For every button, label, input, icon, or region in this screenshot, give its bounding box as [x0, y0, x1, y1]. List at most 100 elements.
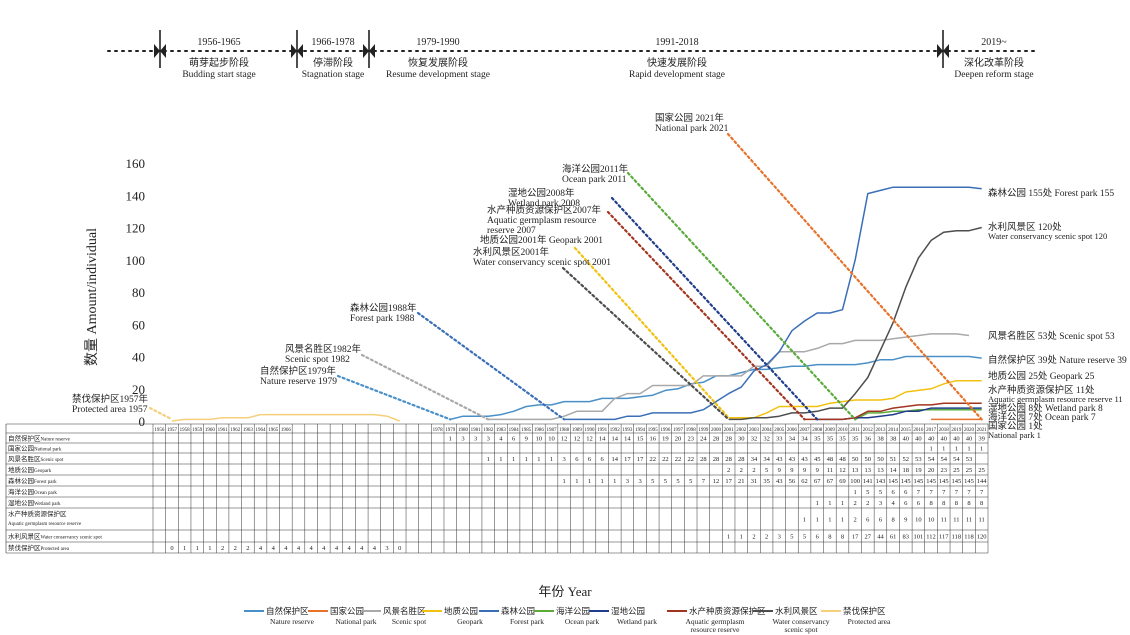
table-cell: 145 — [964, 478, 974, 485]
table-cell: 2 — [727, 467, 730, 474]
row-label: 国家公园National park — [8, 444, 62, 453]
table-cell: 9 — [904, 517, 907, 524]
table-cell: 13 — [865, 467, 872, 474]
table-year: 2007 — [800, 428, 811, 433]
end-label: 风景名胜区 53处 Scenic spot 53 — [988, 330, 1115, 342]
row-label: 自然保护区Nature reserve — [8, 434, 71, 443]
table-cell: 35 — [839, 436, 846, 443]
table-cell: 4 — [310, 545, 314, 552]
table-cell: 7 — [967, 489, 971, 496]
table-cell: 14 — [890, 467, 897, 474]
table-cell: 28 — [738, 456, 745, 463]
table-cell: 32 — [751, 436, 758, 443]
table-year: 2014 — [888, 428, 899, 433]
table-cell: 2 — [221, 545, 224, 552]
table-cell: 16 — [649, 436, 656, 443]
table-year: 1979 — [445, 428, 456, 433]
y-axis-label: 数量 Amount/individual — [84, 228, 100, 366]
table-cell: 54 — [940, 456, 947, 463]
callout-text: Ocean park 2011 — [562, 175, 627, 185]
table-year: 1957 — [167, 428, 178, 433]
table-cell: 145 — [914, 478, 924, 485]
table-cell: 83 — [903, 534, 910, 541]
table-cell: 40 — [915, 436, 922, 443]
table-cell: 12 — [574, 436, 581, 443]
table-cell: 25 — [978, 467, 985, 474]
legend-label-en: Geopark — [457, 617, 483, 626]
row-label: 禁伐保护区Protected area — [8, 543, 70, 552]
table-year: 1993 — [622, 428, 633, 433]
end-label-zh: 水利风景区 120处 — [988, 221, 1062, 233]
table-cell: 145 — [888, 478, 898, 485]
legend-label-zh: 森林公园 — [501, 606, 535, 616]
table-year: 2001 — [724, 428, 735, 433]
table-cell: 11 — [966, 517, 972, 524]
table-cell: 12 — [839, 467, 846, 474]
row-label: 地质公园Geopark — [8, 465, 52, 474]
legend-label-en: Wetland park — [617, 617, 657, 626]
table-cell: 5 — [866, 489, 869, 496]
table-cell: 1 — [942, 446, 945, 453]
row-label-zh: 水产种质资源保护区 — [8, 509, 67, 518]
table-cell: 12 — [713, 478, 720, 485]
series-line-protected-area — [171, 413, 400, 422]
callout-leader — [336, 374, 452, 421]
callout-text: Wetland park 2008 — [508, 199, 580, 209]
table-cell: 2 — [866, 500, 869, 507]
legend-label-en: Forest park — [510, 617, 544, 626]
series-line-water-conservancy-scenic-spot — [728, 226, 982, 421]
stage-years: 1966-1978 — [311, 37, 354, 48]
table-cell: 52 — [903, 456, 910, 463]
table-cell: 2 — [854, 500, 857, 507]
table-cell: 12 — [586, 436, 593, 443]
row-label-en: Aquatic germplasm resource reserve — [8, 522, 82, 527]
stage-name-zh: 停滞阶段 — [313, 56, 353, 69]
table-cell: 13 — [852, 467, 859, 474]
callout-leader — [360, 353, 490, 421]
table-cell: 1 — [816, 500, 819, 507]
table-cell: 32 — [763, 436, 770, 443]
callout-text: 水产种质资源保护区2007年 — [487, 204, 602, 216]
table-cell: 2 — [854, 517, 857, 524]
callout-text: 自然保护区1979年 — [260, 365, 337, 377]
table-year: 1961 — [218, 428, 229, 433]
timeline-marker-arrow — [937, 44, 949, 58]
table-cell: 5 — [651, 478, 654, 485]
table-cell: 1 — [828, 500, 831, 507]
table-cell: 1 — [512, 456, 515, 463]
table-cell: 53 — [915, 456, 922, 463]
table-cell: 5 — [879, 489, 882, 496]
table-cell: 11 — [827, 467, 833, 474]
table-cell: 1 — [601, 478, 604, 485]
table-year: 1995 — [648, 428, 659, 433]
table-cell: 14 — [612, 436, 619, 443]
end-label-zh: 国家公园 1处 — [988, 420, 1043, 432]
row-label: 海洋公园Ocean park — [8, 487, 57, 496]
table-cell: 112 — [926, 534, 936, 541]
y-axis: 0 20 40 60 80 100 120 140 160 数量 Amount/individua… — [84, 156, 145, 429]
table-cell: 22 — [675, 456, 682, 463]
table-cell: 0 — [170, 545, 173, 552]
table-cell: 145 — [901, 478, 911, 485]
table-cell: 3 — [461, 436, 464, 443]
legend-label-zh: 湿地公园 — [611, 606, 645, 616]
callout-leader — [573, 246, 730, 419]
end-labels: 自然保护区 39处 Nature reserve 39 国家公园 1处Nation… — [988, 187, 1127, 440]
table-cell: 8 — [828, 534, 831, 541]
table-cell: 2 — [765, 534, 768, 541]
legend-label-zh: 海洋公园 — [556, 606, 590, 616]
legend-label-zh: 水产种质资源保护区 — [689, 606, 766, 616]
table-cell: 62 — [801, 478, 808, 485]
table-year: 1994 — [635, 428, 646, 433]
callout-text: Scenic spot 1982 — [285, 355, 350, 365]
table-cell: 1 — [499, 456, 502, 463]
table-cell: 8 — [891, 517, 894, 524]
y-tick-label: 140 — [126, 188, 146, 203]
table-cell: 141 — [863, 478, 873, 485]
callout-text: reserve 2007 — [487, 226, 536, 236]
table-cell: 7 — [917, 489, 921, 496]
table-cell: 1 — [980, 446, 983, 453]
table-cell: 145 — [939, 478, 949, 485]
table-cell: 1 — [487, 456, 490, 463]
table-cell: 5 — [676, 478, 679, 485]
